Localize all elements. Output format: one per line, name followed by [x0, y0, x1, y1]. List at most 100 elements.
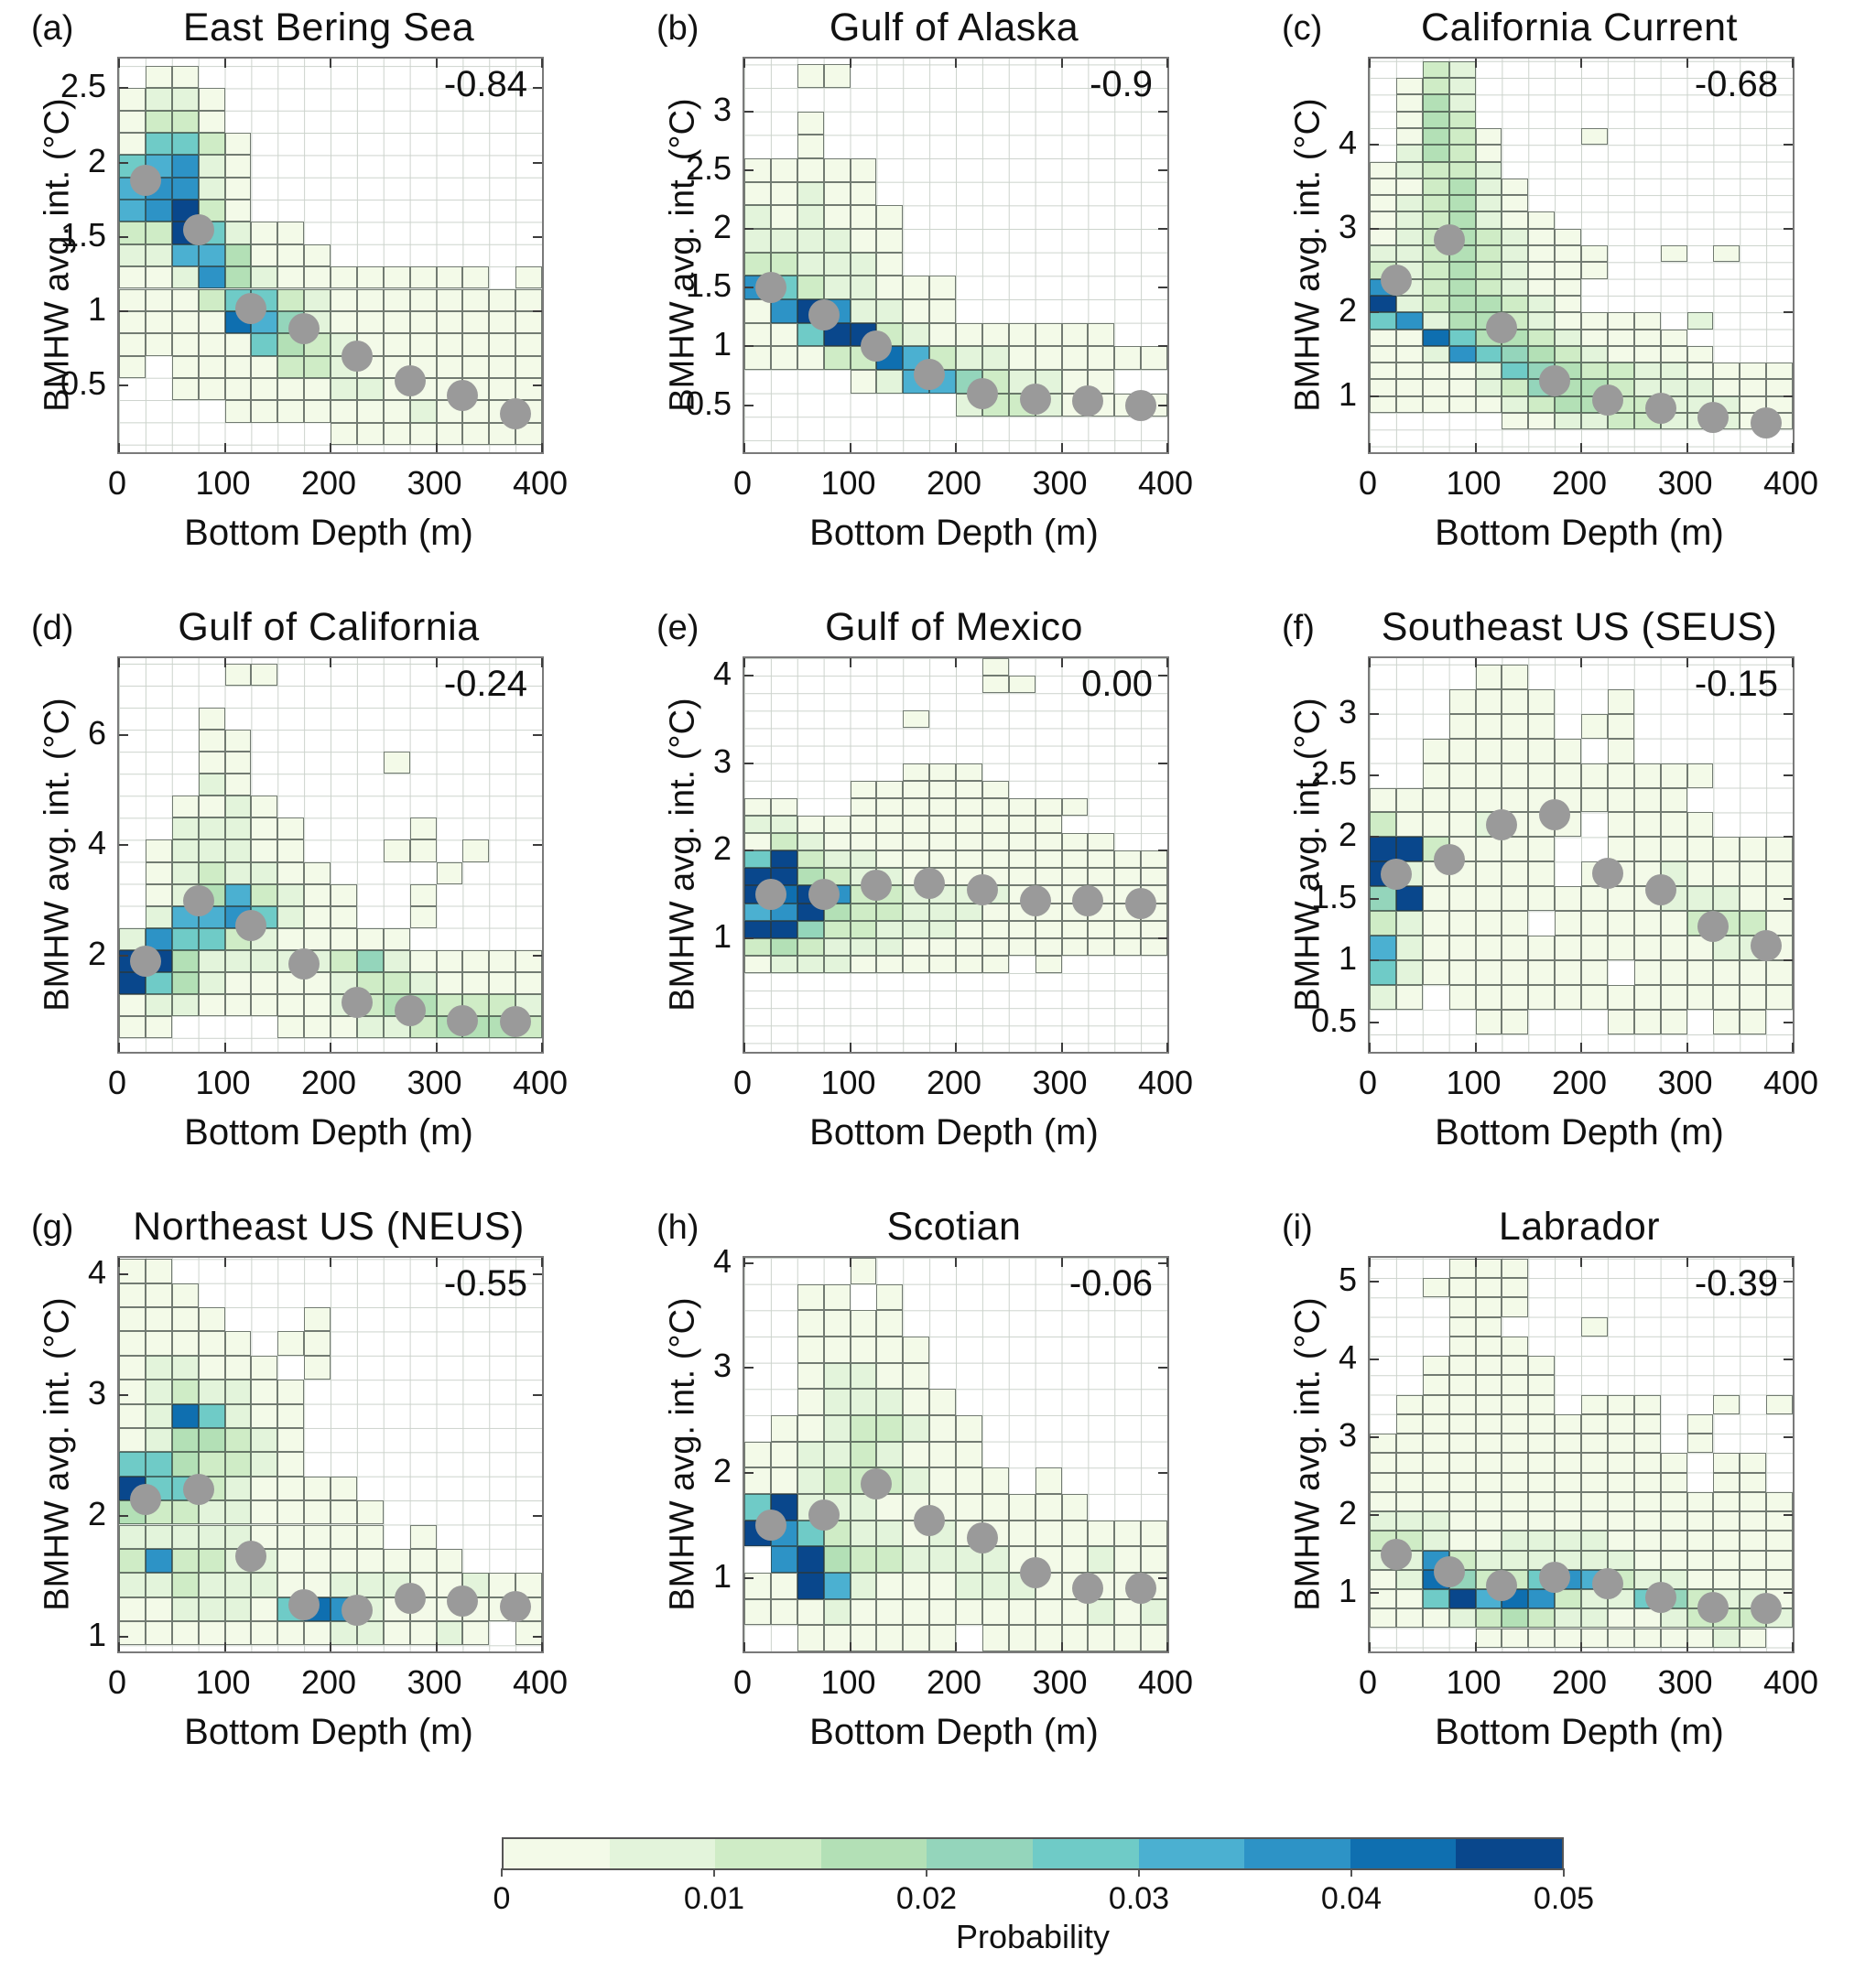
heatmap-cell [1502, 960, 1529, 986]
y-tick-mark [1370, 1358, 1379, 1361]
heatmap-cell [251, 993, 278, 1016]
heatmap-cell [1475, 363, 1502, 380]
heatmap-cell [981, 322, 1009, 347]
heatmap-cell [1475, 295, 1502, 313]
heatmap-cell [1502, 345, 1529, 363]
heatmap-cell [409, 839, 437, 862]
heatmap-cell [1502, 1511, 1529, 1532]
subplot-b: (b) Gulf of Alaska -0.9 0.5 1 1.5 2 2.5 3 0 100 200… [625, 5, 1251, 605]
y-tick-label: 3 [87, 1374, 106, 1413]
heatmap-cell [1448, 812, 1476, 838]
heatmap-cell [515, 377, 542, 401]
x-tick-label: 400 [1762, 464, 1819, 502]
y-tick-mark [119, 1636, 128, 1639]
mean-dot [235, 909, 267, 941]
y-tick-mark [119, 1273, 128, 1276]
y-tick-mark [744, 228, 754, 231]
heatmap-cell [1607, 413, 1634, 430]
heatmap-cell [1422, 111, 1449, 128]
heatmap-cell [1502, 1531, 1529, 1551]
heatmap-cell [383, 1621, 410, 1646]
heatmap-cell [823, 229, 851, 253]
heatmap-cell [903, 1389, 930, 1415]
heatmap-cell [198, 752, 225, 774]
heatmap-cell [1395, 211, 1423, 229]
heatmap-cell [929, 1415, 956, 1442]
x-tick-mark [118, 1043, 120, 1052]
x-tick-mark-top [1369, 658, 1371, 667]
heatmap-cell [876, 955, 904, 973]
x-tick-label: 200 [926, 1064, 982, 1101]
heatmap-cell [1088, 850, 1115, 869]
heatmap-cell [277, 1621, 305, 1646]
heatmap-cell [198, 1427, 225, 1453]
mean-dot [1125, 887, 1157, 919]
heatmap-cell [1528, 886, 1556, 912]
heatmap-cell [277, 377, 305, 401]
heatmap-cell [1475, 1531, 1502, 1551]
heatmap-cell [823, 816, 851, 834]
heatmap-cell [1502, 1491, 1529, 1512]
plot-area-i: -0.39 [1368, 1256, 1795, 1653]
heatmap-cell [1395, 911, 1423, 936]
x-tick-mark [1474, 443, 1477, 452]
heatmap-cell [1502, 262, 1529, 279]
heatmap-cell [1370, 812, 1396, 838]
heatmap-cell [1607, 1628, 1634, 1648]
heatmap-cell [744, 322, 771, 347]
colorbar-segment [504, 1839, 610, 1868]
heatmap-cell [876, 1573, 904, 1599]
y-tick-mark-right [1158, 110, 1167, 113]
colorbar: 0 0.01 0.02 0.03 0.04 0.05 Probability [493, 1837, 1594, 1956]
x-tick-label: 300 [1657, 1663, 1713, 1701]
heatmap-cell [850, 229, 877, 253]
heatmap-cell [1395, 1491, 1423, 1512]
heatmap-cell [770, 833, 797, 851]
heatmap-cell [1607, 738, 1634, 763]
heatmap-cell [1422, 1491, 1449, 1512]
heatmap-cell [1422, 60, 1449, 79]
heatmap-cell [1141, 1625, 1167, 1651]
heatmap-cell [744, 1441, 771, 1468]
heatmap-cell [171, 355, 199, 378]
heatmap-cell [1370, 161, 1396, 179]
heatmap-cell [929, 780, 956, 798]
heatmap-cell [145, 110, 172, 134]
heatmap-cell [1607, 1010, 1634, 1035]
heatmap-cell [1502, 228, 1529, 246]
heatmap-cell [277, 266, 305, 289]
y-tick-mark-right [533, 235, 542, 238]
heatmap-cell [1660, 329, 1687, 346]
heatmap-cell [1475, 1511, 1502, 1532]
x-tick-mark [955, 1642, 957, 1651]
x-tick-mark-top [1369, 1258, 1371, 1267]
heatmap-cell [1660, 1608, 1687, 1629]
heatmap-cell [198, 839, 225, 862]
heatmap-cell [876, 1283, 904, 1311]
heatmap-cell [1422, 960, 1449, 986]
heatmap-cell [1395, 1413, 1423, 1434]
heatmap-cell [1607, 787, 1634, 813]
heatmap-cell [224, 1403, 252, 1428]
heatmap-cell [224, 200, 252, 222]
heatmap-cell [1395, 1589, 1423, 1609]
heatmap-cell [1713, 1394, 1740, 1414]
heatmap-cell [1370, 1491, 1396, 1512]
heatmap-cell [145, 1355, 172, 1380]
heatmap-cell [770, 816, 797, 834]
heatmap-cell [198, 1380, 225, 1404]
panel-letter-b: (b) [656, 9, 699, 48]
subplot-c: (c) California Current -0.68 1 2 3 4 0 100 200 300… [1251, 5, 1876, 605]
heatmap-cell [251, 1476, 278, 1501]
heatmap-cell [119, 1403, 146, 1428]
heatmap-cell [1475, 178, 1502, 196]
heatmap-cell [797, 1467, 824, 1494]
colorbar-tick-label: 0.05 [1533, 1881, 1595, 1916]
heatmap-cell [1502, 1375, 1529, 1395]
y-tick-label: 3 [1338, 207, 1357, 245]
heatmap-cell [876, 1362, 904, 1390]
mean-dot [1539, 799, 1571, 831]
heatmap-cell [797, 64, 824, 89]
heatmap-cell [1502, 1608, 1529, 1629]
x-tick-label: 200 [300, 464, 357, 502]
